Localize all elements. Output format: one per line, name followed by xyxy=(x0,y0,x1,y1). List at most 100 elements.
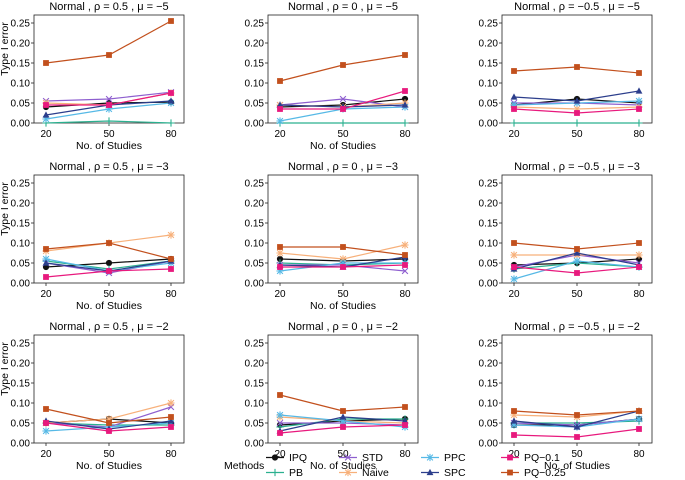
y-tick-label: 0.25 xyxy=(245,19,265,30)
legend-item: PB xyxy=(266,467,303,479)
legend-item: PQ−0.25 xyxy=(501,467,566,479)
y-tick-label: 0.25 xyxy=(11,339,31,350)
x-axis-label: No. of Studies xyxy=(544,460,610,472)
data-point xyxy=(401,95,409,103)
y-tick-label: 0.15 xyxy=(11,379,31,390)
data-point xyxy=(339,255,347,263)
legend-marker xyxy=(271,468,279,477)
y-tick-label: 0.20 xyxy=(479,39,499,50)
data-point xyxy=(636,106,642,112)
y-tick-label: 0.10 xyxy=(479,239,499,250)
y-tick-label: 0.25 xyxy=(11,19,31,30)
panel-2: Normal , ρ = 0 , μ = −5 0.00 0.05 0.10 0.15 0… xyxy=(245,1,419,152)
legend-label: PQ−0.25 xyxy=(524,467,566,479)
x-tick-label: 80 xyxy=(165,449,177,460)
y-tick-label: 0.20 xyxy=(11,359,31,370)
y-tick-label: 0.20 xyxy=(11,39,31,50)
data-point xyxy=(167,119,175,127)
panel-series xyxy=(276,52,409,127)
data-point xyxy=(511,240,517,246)
y-tick-label: 0.05 xyxy=(479,419,499,430)
data-point xyxy=(402,88,408,94)
data-point xyxy=(573,423,581,430)
y-tick-label: 0.15 xyxy=(245,379,265,390)
panel-title: Normal , ρ = 0 , μ = −3 xyxy=(288,161,398,173)
data-point xyxy=(276,255,284,263)
data-point xyxy=(168,424,174,430)
y-tick-label: 0.15 xyxy=(245,59,265,70)
series-6 xyxy=(43,90,174,108)
y-tick-label: 0.00 xyxy=(11,439,31,450)
panel-title: Normal , ρ = 0 , μ = −2 xyxy=(288,321,398,333)
series-1 xyxy=(276,119,409,127)
data-point xyxy=(573,105,581,113)
data-point xyxy=(401,241,409,249)
data-point xyxy=(635,97,643,105)
panel-6: Normal , ρ = −0.5 , μ = −3 0.00 0.05 0.10 0.… xyxy=(479,161,653,300)
data-point xyxy=(43,420,49,426)
data-point xyxy=(402,404,408,410)
y-tick-label: 0.05 xyxy=(245,99,265,110)
y-tick-label: 0.00 xyxy=(245,119,265,130)
y-tick-label: 0.25 xyxy=(479,179,499,190)
data-point xyxy=(340,62,346,68)
y-tick-label: 0.10 xyxy=(11,239,31,250)
x-tick-label: 20 xyxy=(274,289,286,300)
y-tick-label: 0.10 xyxy=(245,239,265,250)
legend-label: SPC xyxy=(444,467,466,479)
data-point xyxy=(574,64,580,70)
data-point xyxy=(106,102,112,108)
x-tick-label: 50 xyxy=(337,449,349,460)
y-axis-label: Type I error xyxy=(0,182,11,236)
x-axis-label: No. of Studies xyxy=(310,140,376,152)
data-point xyxy=(105,117,113,125)
y-tick-label: 0.10 xyxy=(245,399,265,410)
legend-marker xyxy=(507,454,513,461)
data-point xyxy=(635,251,643,259)
panel-7: Normal , ρ = 0.5 , μ = −2 0.00 0.05 0.10 0.1… xyxy=(0,321,185,472)
data-point xyxy=(168,256,174,262)
data-point xyxy=(168,414,174,420)
panel-series xyxy=(510,240,643,283)
y-tick-label: 0.15 xyxy=(11,59,31,70)
x-tick-label: 20 xyxy=(40,129,52,140)
series-6 xyxy=(277,262,408,270)
data-point xyxy=(340,408,346,414)
y-tick-label: 0.20 xyxy=(479,199,499,210)
legend-item: PPC xyxy=(421,452,466,464)
x-tick-label: 20 xyxy=(508,129,520,140)
y-tick-label: 0.15 xyxy=(11,219,31,230)
data-point xyxy=(340,424,346,430)
panel-title: Normal , ρ = 0.5 , μ = −3 xyxy=(49,161,168,173)
x-tick-label: 80 xyxy=(633,129,645,140)
data-point xyxy=(106,420,112,426)
data-point xyxy=(510,119,518,127)
x-tick-label: 80 xyxy=(165,129,177,140)
data-point xyxy=(402,52,408,58)
data-point xyxy=(42,427,50,435)
panel-series xyxy=(276,392,409,436)
legend-label: PPC xyxy=(444,452,466,464)
panel-series xyxy=(42,399,175,435)
legend-marker xyxy=(507,469,513,476)
panel-series xyxy=(510,64,643,127)
data-point xyxy=(402,252,408,258)
data-point xyxy=(635,119,643,127)
data-point xyxy=(277,264,283,270)
y-tick-label: 0.25 xyxy=(245,179,265,190)
y-tick-label: 0.05 xyxy=(11,99,31,110)
data-point xyxy=(511,106,517,112)
x-tick-label: 20 xyxy=(508,449,520,460)
y-tick-label: 0.00 xyxy=(11,119,31,130)
data-point xyxy=(276,117,284,125)
y-tick-label: 0.10 xyxy=(245,79,265,90)
y-tick-label: 0.05 xyxy=(11,259,31,270)
data-point xyxy=(510,101,518,109)
data-point xyxy=(636,264,642,270)
panel-5: Normal , ρ = 0 , μ = −3 0.00 0.05 0.10 0.15 0… xyxy=(245,161,419,312)
x-tick-label: 80 xyxy=(399,449,411,460)
data-point xyxy=(43,406,49,412)
data-point xyxy=(573,97,581,104)
legend-item: PQ−0.1 xyxy=(501,452,560,464)
y-tick-label: 0.00 xyxy=(245,279,265,290)
